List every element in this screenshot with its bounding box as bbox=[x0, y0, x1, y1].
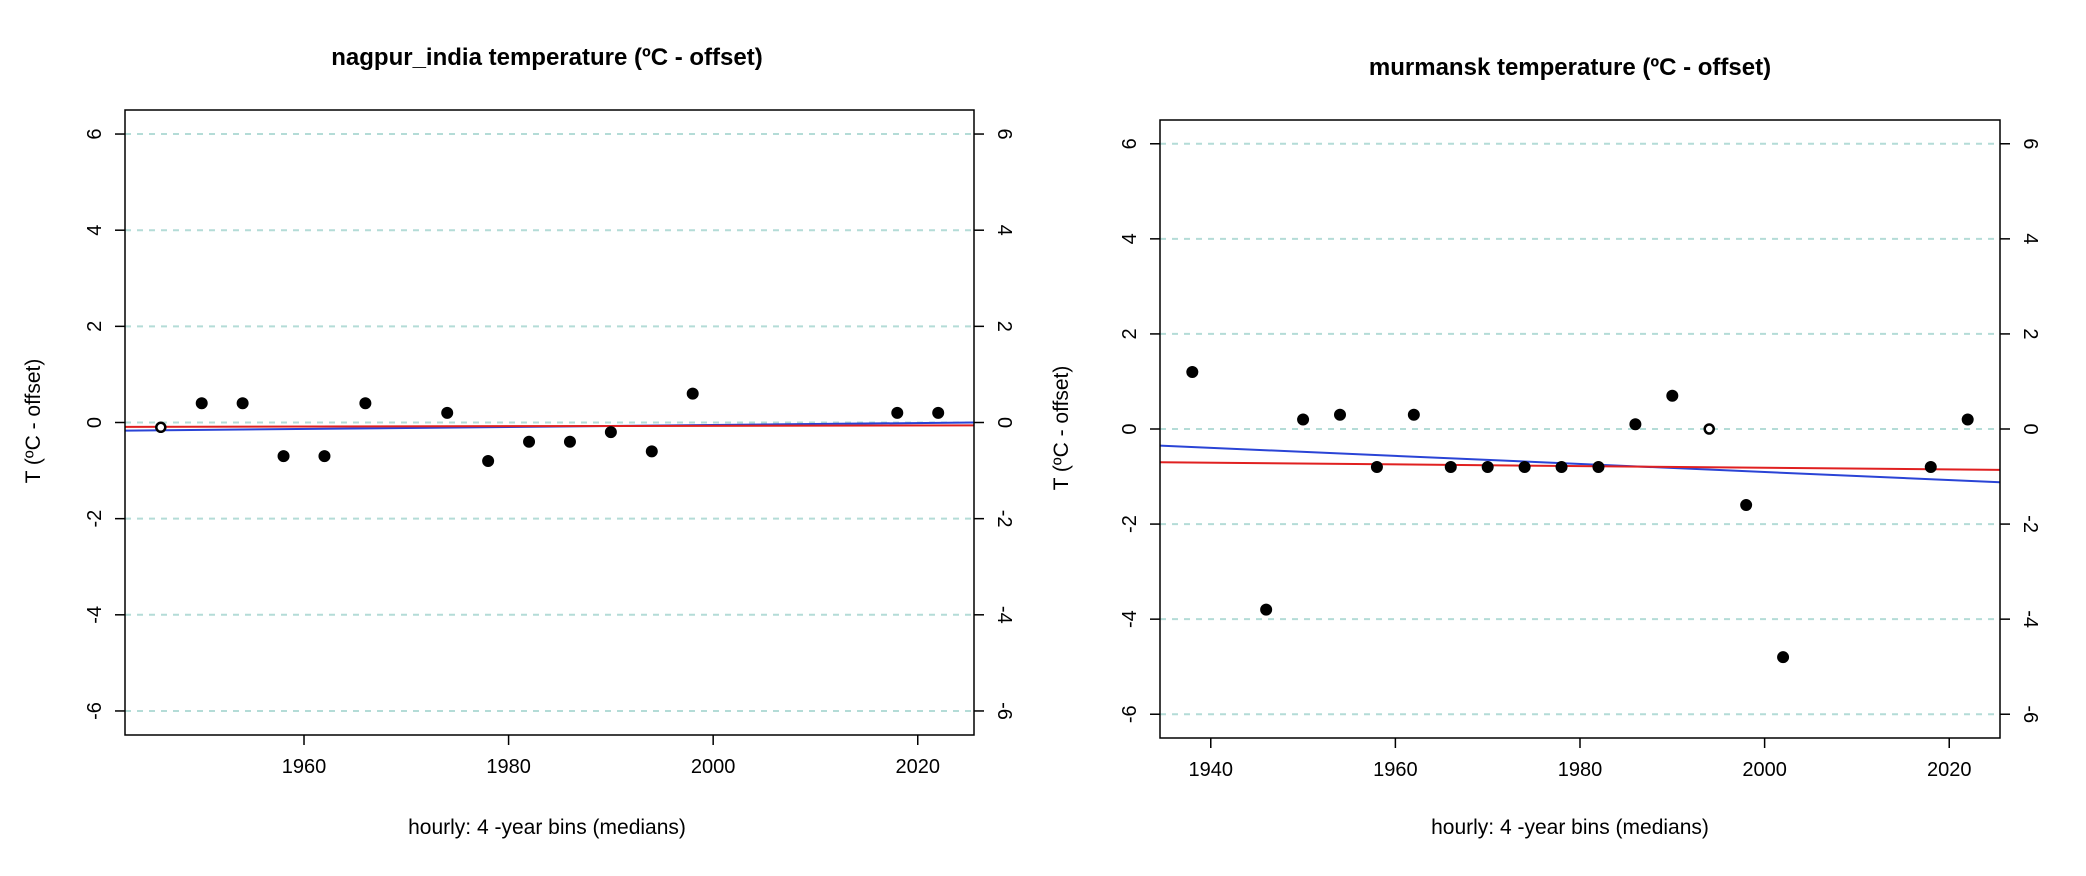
y-tick-label-right: -4 bbox=[993, 606, 1015, 624]
data-point bbox=[1334, 408, 1346, 421]
data-point bbox=[1481, 461, 1494, 474]
y-tick-label-left: 0 bbox=[1119, 423, 1141, 434]
y-axis-title: T (ºC - offset) bbox=[22, 359, 45, 484]
data-point bbox=[359, 397, 372, 410]
data-point bbox=[236, 397, 249, 410]
y-tick-label-right: 0 bbox=[2019, 423, 2041, 434]
data-point bbox=[1555, 461, 1568, 474]
data-point bbox=[441, 406, 454, 419]
y-tick-label-right: -6 bbox=[993, 702, 1015, 720]
x-tick-label: 1960 bbox=[282, 756, 327, 778]
y-tick-label-left: -6 bbox=[84, 702, 106, 720]
data-point bbox=[277, 450, 290, 463]
data-point bbox=[195, 397, 208, 410]
y-tick-label-right: -2 bbox=[2019, 515, 2041, 533]
y-axis-title: T (ºC - offset) bbox=[1050, 366, 1073, 491]
data-point bbox=[932, 406, 945, 419]
data-point bbox=[563, 435, 576, 448]
y-tick-label-left: 6 bbox=[1119, 138, 1141, 149]
y-tick-label-right: 2 bbox=[993, 321, 1015, 332]
x-tick-label: 1960 bbox=[1373, 759, 1418, 781]
x-tick-label: 2020 bbox=[1927, 759, 1972, 781]
data-point bbox=[1924, 461, 1937, 474]
y-tick-label-right: 4 bbox=[2019, 233, 2041, 244]
data-point bbox=[604, 426, 617, 439]
y-tick-label-left: 0 bbox=[84, 417, 106, 428]
y-tick-label-right: -2 bbox=[993, 510, 1015, 528]
trend-line bbox=[1159, 461, 2001, 471]
chart-title: murmansk temperature (ºC - offset) bbox=[1369, 54, 1771, 81]
y-tick-label-right: 6 bbox=[2019, 138, 2041, 149]
x-axis-title: hourly: 4 -year bins (medians) bbox=[408, 816, 686, 839]
x-tick-label: 2000 bbox=[691, 756, 736, 778]
y-tick-label-right: -6 bbox=[2019, 705, 2041, 723]
data-point bbox=[318, 450, 331, 463]
nagpur-chart: nagpur_india temperature (ºC - offset) h… bbox=[22, 44, 1015, 839]
y-tick-label-right: 0 bbox=[993, 417, 1015, 428]
chart-title: nagpur_india temperature (ºC - offset) bbox=[331, 44, 762, 71]
y-tick-label-left: 2 bbox=[84, 321, 106, 332]
data-point bbox=[891, 406, 904, 419]
data-point bbox=[1370, 461, 1383, 474]
trend-line bbox=[124, 424, 975, 428]
data-point bbox=[1777, 651, 1790, 664]
data-point bbox=[523, 435, 536, 448]
y-tick-label-left: 4 bbox=[84, 225, 106, 236]
y-tick-label-right: 2 bbox=[2019, 328, 2041, 339]
data-point bbox=[1407, 408, 1420, 421]
y-tick-label-left: -6 bbox=[1119, 705, 1141, 723]
data-point bbox=[1260, 603, 1273, 616]
x-axis-title: hourly: 4 -year bins (medians) bbox=[1431, 816, 1709, 839]
data-point bbox=[1703, 423, 1715, 435]
x-tick-label: 2000 bbox=[1742, 759, 1787, 781]
data-point bbox=[1629, 418, 1642, 431]
data-point bbox=[1961, 413, 1974, 426]
trend-line bbox=[1159, 444, 2001, 484]
data-point bbox=[1444, 461, 1457, 474]
y-tick-label-left: -2 bbox=[84, 510, 106, 528]
murmansk-chart: murmansk temperature (ºC - offset) hourl… bbox=[1050, 54, 2041, 839]
data-point bbox=[1518, 461, 1531, 474]
data-point bbox=[482, 454, 495, 467]
data-point bbox=[155, 421, 167, 434]
x-tick-label: 2020 bbox=[895, 756, 940, 778]
data-point bbox=[686, 387, 699, 400]
x-tick-label: 1980 bbox=[486, 756, 531, 778]
y-tick-label-right: 4 bbox=[993, 225, 1015, 236]
data-point bbox=[1592, 461, 1605, 474]
data-point bbox=[1186, 365, 1199, 378]
data-point bbox=[645, 445, 658, 458]
y-tick-label-left: 6 bbox=[84, 128, 106, 139]
y-tick-label-left: -2 bbox=[1119, 515, 1141, 533]
data-point bbox=[1666, 389, 1679, 402]
y-tick-label-left: -4 bbox=[1119, 610, 1141, 628]
y-tick-label-right: -4 bbox=[2019, 610, 2041, 628]
x-tick-label: 1940 bbox=[1189, 759, 1234, 781]
y-tick-label-right: 6 bbox=[993, 128, 1015, 139]
data-point bbox=[1740, 499, 1753, 512]
y-tick-label-left: 2 bbox=[1119, 328, 1141, 339]
x-tick-label: 1980 bbox=[1558, 759, 1603, 781]
data-point bbox=[1297, 413, 1310, 426]
y-tick-label-left: 4 bbox=[1119, 233, 1141, 244]
y-tick-label-left: -4 bbox=[84, 606, 106, 624]
